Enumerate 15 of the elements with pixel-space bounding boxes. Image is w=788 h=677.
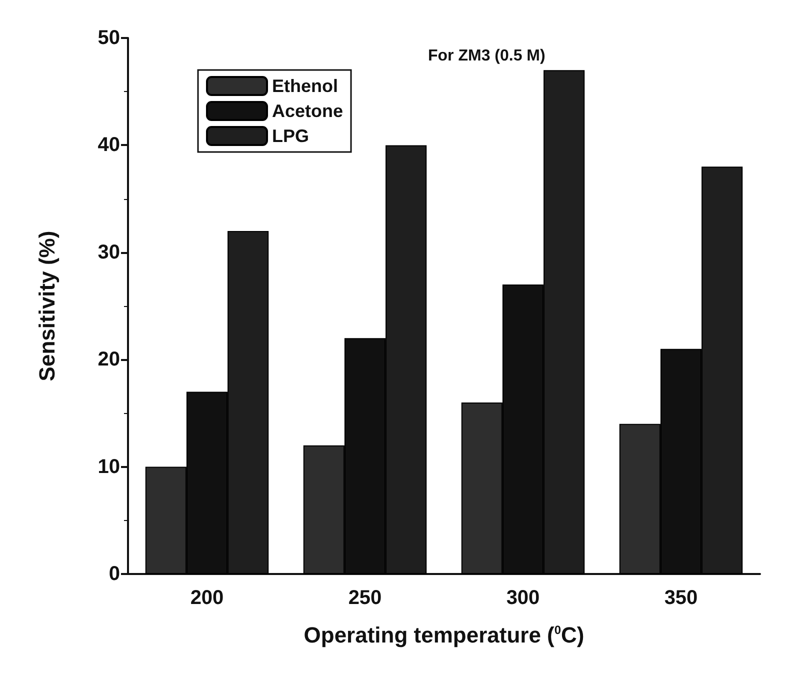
y-tick-label: 20 <box>98 348 120 371</box>
y-tick-label: 10 <box>98 456 120 478</box>
y-tick-label: 40 <box>98 134 120 156</box>
annotation: For ZM3 (0.5 M) <box>428 48 546 64</box>
legend-label: Ethenol <box>272 76 338 96</box>
legend-label: Acetone <box>272 101 344 121</box>
y-tick-label: 0 <box>108 563 120 585</box>
x-tick-label: 350 <box>664 587 698 609</box>
y-axis-title: Sensitivity (%) <box>34 230 60 382</box>
x-tick-label: 250 <box>348 587 382 609</box>
legend-label: LPG <box>272 126 310 146</box>
x-tick-label: 200 <box>190 587 224 609</box>
y-tick-label: 30 <box>98 241 120 264</box>
y-tick-label: 50 <box>98 27 120 49</box>
x-tick-label: 300 <box>506 587 540 609</box>
